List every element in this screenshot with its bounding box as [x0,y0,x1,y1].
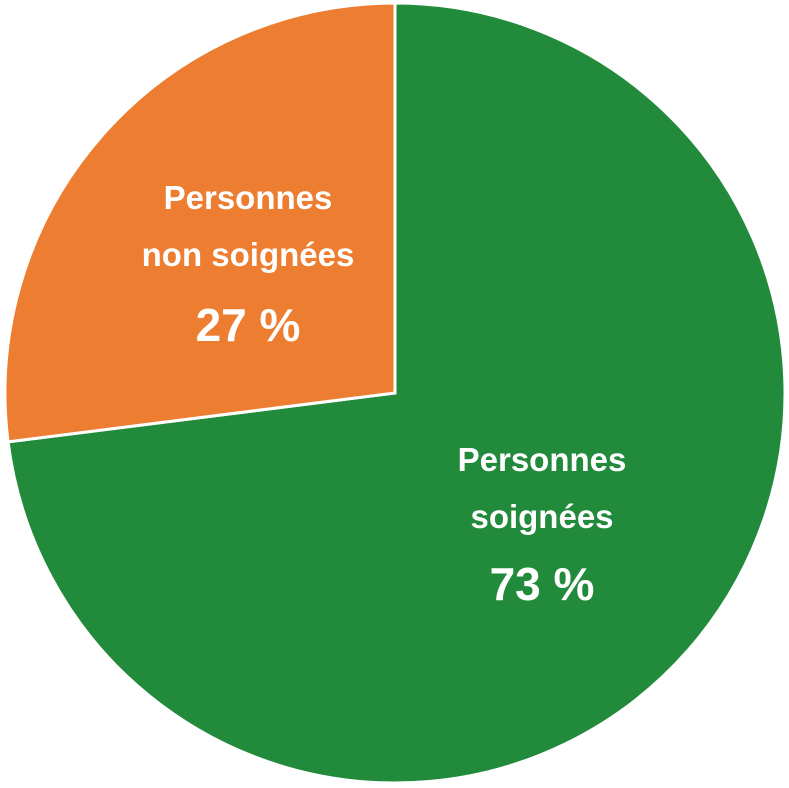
slice-label-group-non-soignees: Personnes non soignées 27 % [142,179,355,351]
slice-label-group-soignees: Personnes soignées 73 % [458,441,627,610]
slice-label-non-soignees-line-1: Personnes [164,179,333,216]
slice-value-non-soignees: 27 % [196,299,301,351]
pie-slice-soignees [6,1,787,785]
pie-slice-non-soignees [3,1,397,444]
slice-label-soignees-line-2: soignées [470,498,613,535]
pie-slices [3,1,787,785]
slice-label-soignees-line-1: Personnes [458,441,627,478]
slice-value-soignees: 73 % [490,558,595,610]
slice-label-non-soignees-line-2: non soignées [142,236,355,273]
